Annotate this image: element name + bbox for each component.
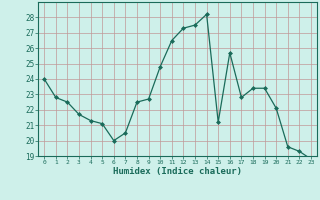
X-axis label: Humidex (Indice chaleur): Humidex (Indice chaleur) (113, 167, 242, 176)
